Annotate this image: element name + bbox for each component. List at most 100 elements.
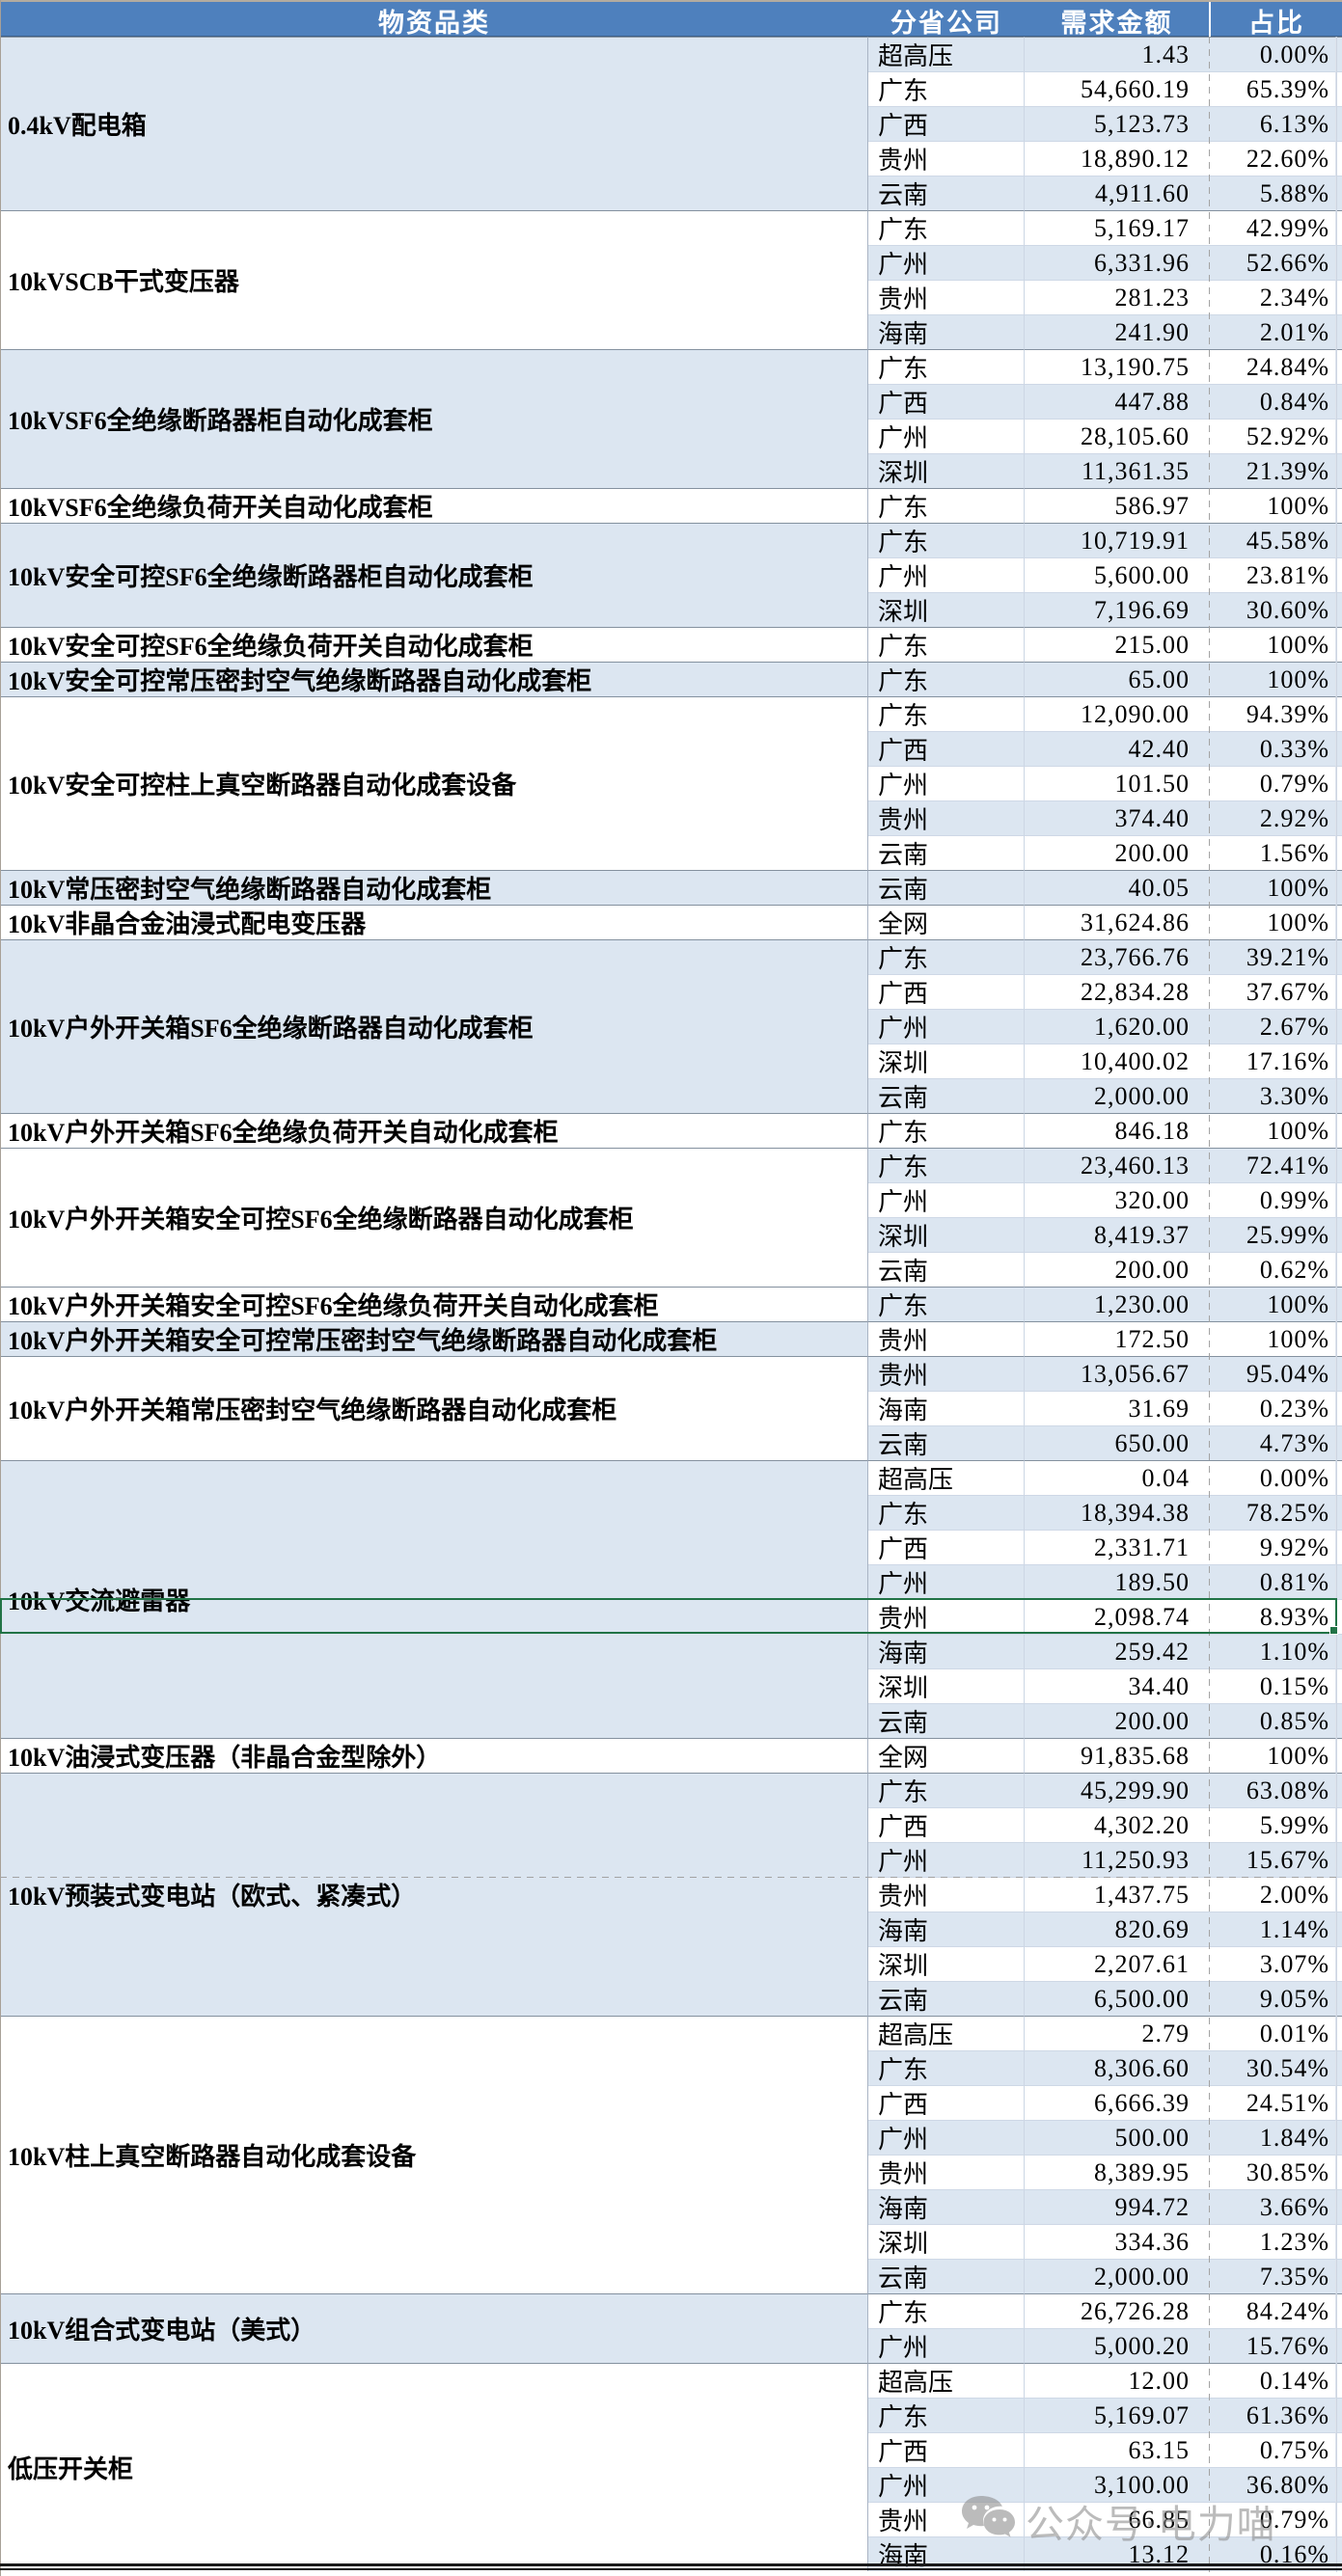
amount-cell[interactable]: 10,719.91	[1025, 523, 1209, 557]
company-cell[interactable]: 深圳	[868, 2224, 1025, 2259]
ratio-cell[interactable]: 15.67%	[1209, 1842, 1336, 1877]
company-cell[interactable]: 贵州	[868, 1356, 1025, 1391]
ratio-cell[interactable]: 42.99%	[1209, 210, 1336, 245]
ratio-cell[interactable]: 9.92%	[1209, 1530, 1336, 1564]
amount-cell[interactable]: 40.05	[1025, 870, 1209, 905]
ratio-cell[interactable]: 100%	[1209, 1738, 1336, 1773]
company-cell[interactable]: 广东	[868, 2398, 1025, 2432]
company-cell[interactable]: 广西	[868, 974, 1025, 1009]
ratio-cell[interactable]: 0.33%	[1209, 731, 1336, 766]
amount-cell[interactable]: 2,000.00	[1025, 2259, 1209, 2293]
ratio-cell[interactable]: 30.85%	[1209, 2155, 1336, 2189]
ratio-cell[interactable]: 2.01%	[1209, 314, 1336, 349]
ratio-cell[interactable]: 1.14%	[1209, 1912, 1336, 1946]
company-cell[interactable]: 广州	[868, 1842, 1025, 1877]
ratio-cell[interactable]: 0.00%	[1209, 37, 1336, 71]
ratio-cell[interactable]: 0.84%	[1209, 384, 1336, 419]
company-cell[interactable]: 超高压	[868, 2363, 1025, 2398]
amount-cell[interactable]: 34.40	[1025, 1668, 1209, 1703]
company-cell[interactable]: 贵州	[868, 2502, 1025, 2536]
category-cell[interactable]: 0.4kV配电箱	[0, 37, 868, 210]
ratio-cell[interactable]: 24.84%	[1209, 349, 1336, 384]
ratio-cell[interactable]: 4.73%	[1209, 1425, 1336, 1460]
ratio-cell[interactable]: 0.00%	[1209, 1460, 1336, 1495]
ratio-cell[interactable]: 84.24%	[1209, 2293, 1336, 2328]
ratio-cell[interactable]: 2.34%	[1209, 280, 1336, 314]
column-header-company[interactable]: 分省公司	[890, 9, 1002, 38]
amount-cell[interactable]: 10,400.02	[1025, 1044, 1209, 1078]
category-cell[interactable]: 10kV户外开关箱常压密封空气绝缘断路器自动化成套柜	[0, 1356, 868, 1460]
category-cell[interactable]: 10kV安全可控常压密封空气绝缘断路器自动化成套柜	[0, 662, 868, 696]
company-cell[interactable]: 广西	[868, 731, 1025, 766]
ratio-cell[interactable]: 25.99%	[1209, 1217, 1336, 1252]
ratio-cell[interactable]: 9.05%	[1209, 1981, 1336, 2016]
category-cell[interactable]: 10kV安全可控柱上真空断路器自动化成套设备	[0, 696, 868, 870]
amount-cell[interactable]: 1,230.00	[1025, 1287, 1209, 1321]
company-cell[interactable]: 广州	[868, 1182, 1025, 1217]
ratio-cell[interactable]: 65.39%	[1209, 71, 1336, 106]
category-cell[interactable]: 10kVSF6全绝缘负荷开关自动化成套柜	[0, 488, 868, 523]
ratio-cell[interactable]: 2.67%	[1209, 1009, 1336, 1044]
ratio-cell[interactable]: 72.41%	[1209, 1148, 1336, 1182]
amount-cell[interactable]: 42.40	[1025, 731, 1209, 766]
company-cell[interactable]: 广东	[868, 696, 1025, 731]
ratio-cell[interactable]: 3.07%	[1209, 1946, 1336, 1981]
ratio-cell[interactable]: 0.79%	[1209, 766, 1336, 800]
company-cell[interactable]: 全网	[868, 905, 1025, 939]
amount-cell[interactable]: 200.00	[1025, 1703, 1209, 1738]
amount-cell[interactable]: 320.00	[1025, 1182, 1209, 1217]
company-cell[interactable]: 广东	[868, 1113, 1025, 1148]
amount-cell[interactable]: 200.00	[1025, 1252, 1209, 1287]
ratio-cell[interactable]: 100%	[1209, 488, 1336, 523]
amount-cell[interactable]: 8,419.37	[1025, 1217, 1209, 1252]
amount-cell[interactable]: 6,331.96	[1025, 245, 1209, 280]
ratio-cell[interactable]: 45.58%	[1209, 523, 1336, 557]
ratio-cell[interactable]: 0.23%	[1209, 1391, 1336, 1425]
amount-cell[interactable]: 200.00	[1025, 835, 1209, 870]
company-cell[interactable]: 广东	[868, 2050, 1025, 2085]
company-cell[interactable]: 深圳	[868, 1044, 1025, 1078]
ratio-cell[interactable]: 1.23%	[1209, 2224, 1336, 2259]
ratio-cell[interactable]: 39.21%	[1209, 939, 1336, 974]
ratio-cell[interactable]: 8.93%	[1209, 1599, 1336, 1634]
amount-cell[interactable]: 6,666.39	[1025, 2085, 1209, 2120]
ratio-cell[interactable]: 37.67%	[1209, 974, 1336, 1009]
ratio-cell[interactable]: 7.35%	[1209, 2259, 1336, 2293]
category-cell[interactable]: 10kV组合式变电站（美式）	[0, 2293, 868, 2363]
ratio-cell[interactable]: 15.76%	[1209, 2328, 1336, 2363]
amount-cell[interactable]: 5,123.73	[1025, 106, 1209, 141]
amount-cell[interactable]: 23,460.13	[1025, 1148, 1209, 1182]
amount-cell[interactable]: 500.00	[1025, 2120, 1209, 2155]
ratio-cell[interactable]: 100%	[1209, 870, 1336, 905]
ratio-cell[interactable]: 100%	[1209, 1113, 1336, 1148]
ratio-cell[interactable]: 0.14%	[1209, 2363, 1336, 2398]
ratio-cell[interactable]: 0.62%	[1209, 1252, 1336, 1287]
category-cell[interactable]: 10kV安全可控SF6全绝缘负荷开关自动化成套柜	[0, 627, 868, 662]
column-header-amount[interactable]: 需求金额	[1060, 9, 1173, 38]
company-cell[interactable]: 贵州	[868, 2155, 1025, 2189]
ratio-cell[interactable]: 63.08%	[1209, 1773, 1336, 1807]
company-cell[interactable]: 超高压	[868, 1460, 1025, 1495]
company-cell[interactable]: 贵州	[868, 1599, 1025, 1634]
company-cell[interactable]: 广东	[868, 1148, 1025, 1182]
amount-cell[interactable]: 650.00	[1025, 1425, 1209, 1460]
amount-cell[interactable]: 28,105.60	[1025, 419, 1209, 453]
ratio-cell[interactable]: 21.39%	[1209, 453, 1336, 488]
ratio-cell[interactable]: 5.88%	[1209, 176, 1336, 210]
company-cell[interactable]: 全网	[868, 1738, 1025, 1773]
company-cell[interactable]: 广西	[868, 1807, 1025, 1842]
company-cell[interactable]: 广东	[868, 1773, 1025, 1807]
company-cell[interactable]: 贵州	[868, 800, 1025, 835]
amount-cell[interactable]: 172.50	[1025, 1321, 1209, 1356]
company-cell[interactable]: 广西	[868, 2432, 1025, 2467]
amount-cell[interactable]: 1.43	[1025, 37, 1209, 71]
amount-cell[interactable]: 101.50	[1025, 766, 1209, 800]
amount-cell[interactable]: 26,726.28	[1025, 2293, 1209, 2328]
company-cell[interactable]: 广西	[868, 2085, 1025, 2120]
category-cell[interactable]: 10kV柱上真空断路器自动化成套设备	[0, 2016, 868, 2293]
amount-cell[interactable]: 13,056.67	[1025, 1356, 1209, 1391]
ratio-cell[interactable]: 100%	[1209, 662, 1336, 696]
amount-cell[interactable]: 11,250.93	[1025, 1842, 1209, 1877]
category-cell[interactable]: 低压开关柜	[0, 2363, 868, 2571]
amount-cell[interactable]: 11,361.35	[1025, 453, 1209, 488]
